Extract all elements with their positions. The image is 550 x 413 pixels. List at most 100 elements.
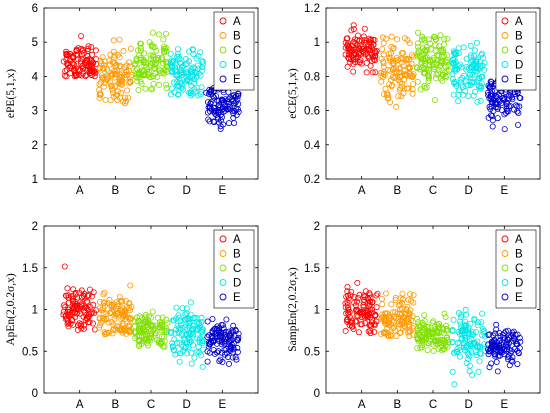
data-point-E <box>508 347 515 354</box>
data-point-C <box>413 315 420 322</box>
data-point-C <box>431 34 438 41</box>
data-point-A <box>63 66 70 73</box>
legend-marker-D <box>501 279 509 286</box>
legend-label-B: B <box>233 249 241 261</box>
data-point-E <box>217 330 224 337</box>
y-tick-label: 1 <box>314 37 320 49</box>
data-point-B <box>396 329 403 336</box>
data-point-D <box>475 368 482 375</box>
data-point-C <box>421 51 428 58</box>
data-point-B <box>98 307 105 314</box>
data-point-B <box>398 320 405 327</box>
data-point-A <box>69 60 76 67</box>
data-point-B <box>126 300 133 307</box>
y-tick-label: 0.5 <box>22 346 38 358</box>
data-point-A <box>87 69 94 76</box>
data-point-D <box>460 328 467 335</box>
data-point-D <box>189 326 196 333</box>
data-point-E <box>492 330 499 337</box>
data-point-D <box>449 326 456 333</box>
data-point-B <box>394 36 401 43</box>
data-point-A <box>373 304 380 311</box>
data-point-C <box>141 50 148 57</box>
data-point-E <box>233 93 240 100</box>
data-point-B <box>96 86 103 93</box>
data-point-D <box>457 61 464 68</box>
data-point-D <box>181 345 188 352</box>
data-point-B <box>103 329 110 336</box>
data-point-D <box>479 325 486 332</box>
data-point-D <box>196 339 203 346</box>
data-point-C <box>142 85 149 92</box>
data-point-A <box>66 70 73 77</box>
data-point-B <box>389 325 396 332</box>
data-point-E <box>488 360 495 367</box>
data-point-D <box>187 311 194 318</box>
data-point-B <box>392 65 399 72</box>
data-point-B <box>388 33 395 40</box>
data-point-C <box>438 46 445 53</box>
data-point-B <box>110 322 117 329</box>
data-point-A <box>345 304 352 311</box>
data-point-B <box>384 92 391 99</box>
data-point-E <box>234 344 241 351</box>
data-point-D <box>169 343 176 350</box>
data-point-C <box>414 327 421 334</box>
data-point-E <box>206 341 213 348</box>
data-point-D <box>174 50 181 57</box>
data-point-E <box>493 358 500 365</box>
data-point-A <box>62 315 69 322</box>
data-point-E <box>225 89 232 96</box>
data-point-A <box>78 55 85 62</box>
legend-label-E: E <box>233 74 241 86</box>
data-point-C <box>421 312 428 319</box>
data-point-D <box>198 328 205 335</box>
data-point-B <box>379 301 386 308</box>
data-point-E <box>486 364 493 371</box>
data-point-D <box>461 322 468 329</box>
data-point-B <box>378 295 385 302</box>
data-point-D <box>463 311 470 318</box>
data-point-C <box>430 318 437 325</box>
legend-label-D: D <box>515 60 523 72</box>
data-point-B <box>96 298 103 305</box>
data-point-C <box>157 69 164 76</box>
data-point-D <box>182 323 189 330</box>
legend-marker-C <box>501 46 509 54</box>
data-point-A <box>92 47 99 54</box>
data-point-B <box>403 306 410 313</box>
data-point-B <box>409 81 416 88</box>
data-point-A <box>89 309 96 316</box>
data-point-E <box>505 336 512 343</box>
y-tick-label: 2 <box>314 221 320 233</box>
data-point-C <box>422 333 429 340</box>
data-point-D <box>197 49 204 56</box>
data-point-C <box>156 81 163 88</box>
data-point-B <box>127 315 134 322</box>
data-point-E <box>514 347 521 354</box>
data-point-D <box>182 316 189 323</box>
data-point-D <box>186 339 193 346</box>
data-point-D <box>452 59 459 66</box>
legend-label-E: E <box>233 292 241 304</box>
data-point-B <box>112 312 119 319</box>
data-point-E <box>227 105 234 112</box>
data-point-A <box>83 298 90 305</box>
data-point-E <box>215 109 222 116</box>
data-point-E <box>498 107 505 114</box>
data-point-E <box>494 101 501 108</box>
data-point-D <box>468 54 475 61</box>
x-tick-label: B <box>393 399 401 411</box>
data-point-D <box>189 71 196 78</box>
data-point-E <box>512 338 519 345</box>
data-point-A <box>366 37 373 44</box>
data-point-E <box>234 337 241 344</box>
data-point-C <box>142 314 149 321</box>
y-tick-label: 1.5 <box>22 263 38 275</box>
data-point-C <box>414 65 421 72</box>
data-point-B <box>103 77 110 84</box>
data-point-E <box>490 332 497 339</box>
